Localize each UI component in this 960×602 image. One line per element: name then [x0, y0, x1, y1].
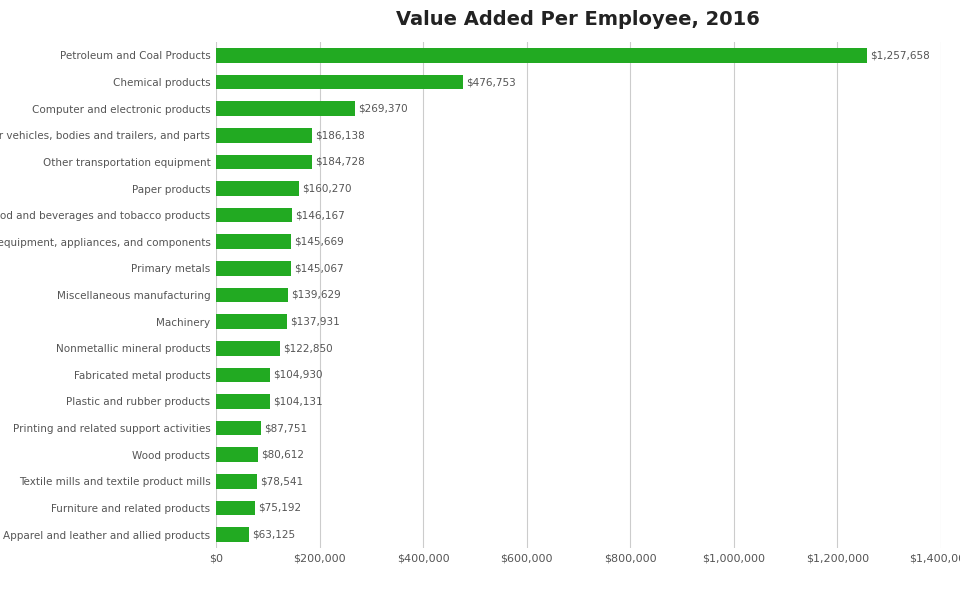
Bar: [216, 367, 271, 382]
Text: $104,131: $104,131: [273, 397, 323, 406]
Bar: [216, 341, 279, 356]
Bar: [216, 208, 292, 223]
Bar: [216, 447, 257, 462]
Text: $75,192: $75,192: [258, 503, 301, 513]
Bar: [216, 128, 312, 143]
Bar: [216, 48, 867, 63]
Text: $80,612: $80,612: [261, 450, 304, 460]
Text: $186,138: $186,138: [316, 130, 365, 140]
Text: $87,751: $87,751: [265, 423, 307, 433]
Bar: [216, 181, 299, 196]
Text: $184,728: $184,728: [315, 157, 365, 167]
Bar: [216, 501, 255, 515]
Text: $476,753: $476,753: [466, 77, 516, 87]
Bar: [216, 474, 256, 489]
Bar: [216, 261, 291, 276]
Bar: [216, 234, 292, 249]
Text: $145,669: $145,669: [295, 237, 345, 247]
Text: $122,850: $122,850: [282, 343, 332, 353]
Text: $1,257,658: $1,257,658: [870, 51, 930, 60]
Bar: [216, 155, 312, 169]
Text: $137,931: $137,931: [291, 317, 340, 327]
Title: Value Added Per Employee, 2016: Value Added Per Employee, 2016: [396, 10, 760, 29]
Bar: [216, 101, 355, 116]
Text: $78,541: $78,541: [260, 476, 303, 486]
Bar: [216, 421, 261, 435]
Text: $63,125: $63,125: [252, 530, 295, 539]
Bar: [216, 314, 287, 329]
Bar: [216, 75, 463, 89]
Bar: [216, 394, 270, 409]
Text: $145,067: $145,067: [294, 263, 344, 273]
Text: $146,167: $146,167: [295, 210, 345, 220]
Text: $104,930: $104,930: [274, 370, 323, 380]
Text: $269,370: $269,370: [359, 104, 408, 114]
Bar: [216, 288, 288, 302]
Bar: [216, 527, 249, 542]
Text: $160,270: $160,270: [302, 184, 351, 193]
Text: $139,629: $139,629: [292, 290, 341, 300]
